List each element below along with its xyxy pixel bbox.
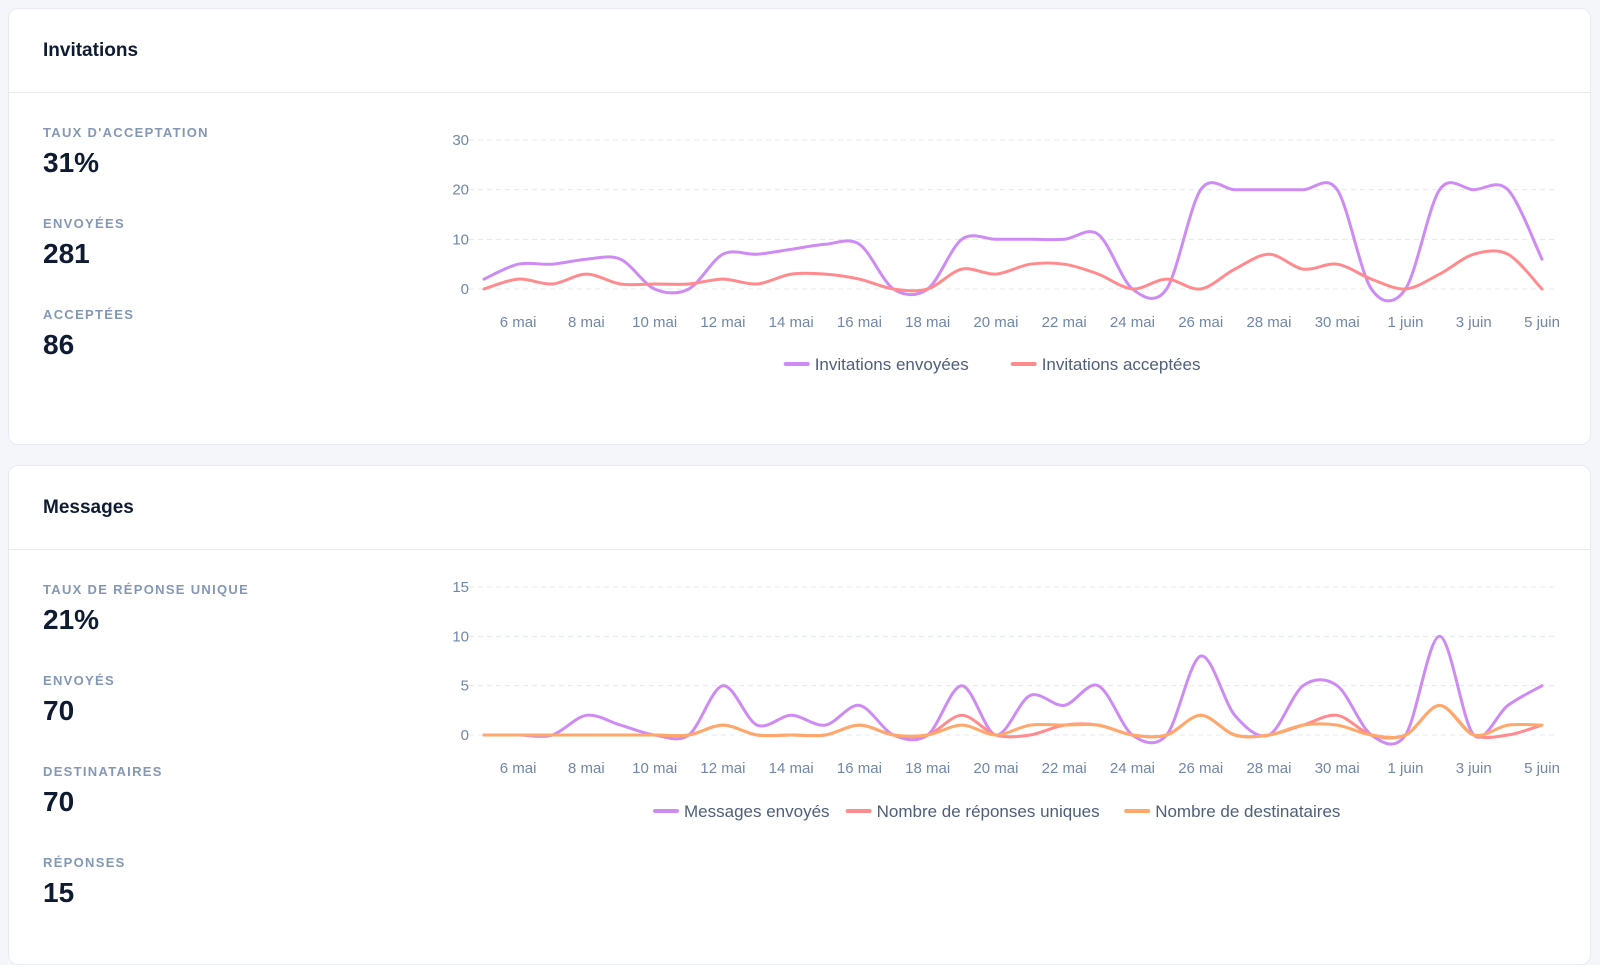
x-tick-label: 10 mai <box>632 760 677 777</box>
messages-card: Messages Taux de réponse unique 21% Envo… <box>8 465 1591 965</box>
invitations-card: Invitations Taux d'acceptation 31% Envoy… <box>8 8 1591 445</box>
y-tick-label: 0 <box>461 281 469 298</box>
stat-label: Envoyés <box>43 673 115 688</box>
y-tick-label: 30 <box>452 132 469 149</box>
legend-item[interactable]: Invitations envoyées <box>783 355 969 374</box>
legend-item[interactable]: Nombre de réponses uniques <box>845 802 1100 821</box>
x-tick-label: 20 mai <box>973 760 1018 777</box>
legend-item[interactable]: Messages envoyés <box>653 802 830 821</box>
x-tick-label: 12 mai <box>700 760 745 777</box>
invitations-stats: Taux d'acceptation 31% Envoyées 281 Acce… <box>43 125 363 398</box>
x-tick-label: 14 mai <box>769 760 814 777</box>
stat-value: 70 <box>43 695 75 726</box>
x-tick-label: 1 juin <box>1388 314 1424 331</box>
legend-item[interactable]: Invitations acceptées <box>1010 355 1201 374</box>
legend-label: Invitations envoyées <box>815 355 969 374</box>
y-tick-label: 5 <box>461 678 469 695</box>
x-tick-label: 1 juin <box>1388 760 1424 777</box>
x-tick-label: 22 mai <box>1042 760 1087 777</box>
stat-label: Taux de réponse unique <box>43 582 250 597</box>
x-tick-label: 30 mai <box>1315 314 1360 331</box>
series-line-3[interactable] <box>482 703 1544 739</box>
stat-label: Réponses <box>43 855 126 870</box>
y-tick-label: 0 <box>461 727 469 744</box>
y-tick-label: 10 <box>452 231 469 248</box>
messages-stats: Taux de réponse unique 21% Envoyés 70 De… <box>43 582 363 946</box>
invitations-header: Invitations <box>9 9 1590 93</box>
x-tick-label: 24 mai <box>1110 760 1155 777</box>
x-tick-label: 18 mai <box>905 760 950 777</box>
stat-sent: Envoyées 281 <box>43 216 363 307</box>
x-tick-label: 22 mai <box>1042 314 1087 331</box>
stat-replies: Réponses 15 <box>43 855 363 946</box>
stat-value: 15 <box>43 877 75 908</box>
legend-item[interactable]: Nombre de destinataires <box>1124 802 1340 821</box>
x-tick-label: 10 mai <box>632 314 677 331</box>
stat-value: 31% <box>43 147 100 178</box>
series-line-1[interactable] <box>482 634 1544 746</box>
stat-label: Destinataires <box>43 764 163 779</box>
x-tick-label: 24 mai <box>1110 314 1155 331</box>
x-tick-label: 26 mai <box>1178 314 1223 331</box>
x-tick-label: 12 mai <box>700 314 745 331</box>
x-tick-label: 20 mai <box>973 314 1018 331</box>
x-tick-label: 28 mai <box>1246 314 1291 331</box>
y-tick-label: 10 <box>452 628 469 645</box>
y-tick-label: 15 <box>452 579 469 596</box>
invitations-title: Invitations <box>43 39 139 61</box>
x-tick-label: 5 juin <box>1524 314 1560 331</box>
series-line-1[interactable] <box>482 181 1544 303</box>
stat-value: 281 <box>43 238 90 269</box>
messages-header: Messages <box>9 466 1590 550</box>
x-tick-label: 6 mai <box>500 760 537 777</box>
messages-title: Messages <box>43 496 134 518</box>
stat-label: Taux d'acceptation <box>43 125 209 140</box>
x-tick-label: 16 mai <box>837 760 882 777</box>
stat-unique-reply-rate: Taux de réponse unique 21% <box>43 582 363 673</box>
x-tick-label: 14 mai <box>769 314 814 331</box>
x-tick-label: 3 juin <box>1456 314 1492 331</box>
stat-acceptance-rate: Taux d'acceptation 31% <box>43 125 363 216</box>
stat-label: Acceptées <box>43 307 135 322</box>
x-tick-label: 6 mai <box>500 314 537 331</box>
x-tick-label: 18 mai <box>905 314 950 331</box>
stat-value: 21% <box>43 604 100 635</box>
stat-accepted: Acceptées 86 <box>43 307 363 398</box>
x-tick-label: 26 mai <box>1178 760 1223 777</box>
legend-label: Nombre de réponses uniques <box>877 802 1100 821</box>
legend-label: Nombre de destinataires <box>1155 802 1340 821</box>
legend-label: Invitations acceptées <box>1042 355 1201 374</box>
x-tick-label: 28 mai <box>1246 760 1291 777</box>
stat-recipients: Destinataires 70 <box>43 764 363 855</box>
stat-value: 70 <box>43 786 75 817</box>
messages-chart[interactable]: 0 5 10 15 6 mai 8 mai 10 mai 12 mai 14 mai 16 mai… <box>9 466 1591 965</box>
legend-label: Messages envoyés <box>684 802 830 821</box>
stat-sent: Envoyés 70 <box>43 673 363 764</box>
invitations-chart[interactable]: 0 10 20 30 6 mai 8 mai 10 mai 12 mai 14 mai 16 ma… <box>9 9 1591 445</box>
x-tick-label: 3 juin <box>1456 760 1492 777</box>
x-tick-label: 5 juin <box>1524 760 1560 777</box>
chart-legend: Messages envoyés Nombre de réponses uniqu… <box>653 802 1340 821</box>
chart-legend: Invitations envoyées Invitations acceptée… <box>783 355 1201 374</box>
x-tick-label: 8 mai <box>568 314 605 331</box>
chart-grid <box>469 586 1555 736</box>
y-tick-label: 20 <box>452 182 469 199</box>
stat-label: Envoyées <box>43 216 125 231</box>
stat-value: 86 <box>43 329 75 360</box>
series-line-2[interactable] <box>482 249 1544 293</box>
x-tick-label: 30 mai <box>1315 760 1360 777</box>
x-tick-label: 8 mai <box>568 760 605 777</box>
x-tick-label: 16 mai <box>837 314 882 331</box>
